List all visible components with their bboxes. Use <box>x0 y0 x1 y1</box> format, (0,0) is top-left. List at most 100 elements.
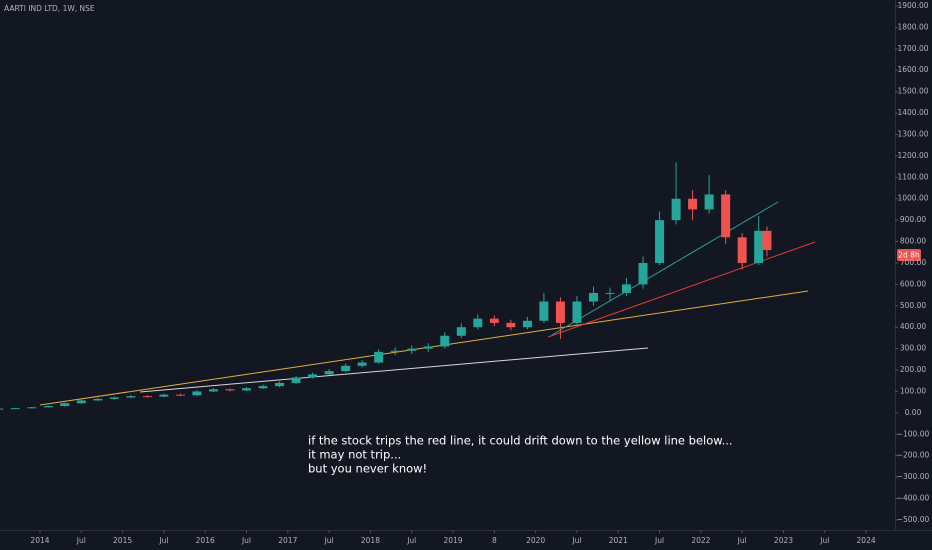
x-tick-label: 2016 <box>196 536 215 545</box>
candle-body <box>638 262 648 285</box>
trendline-white <box>139 347 649 393</box>
candle-body <box>341 365 351 372</box>
y-tick-label: 400.00 <box>900 322 926 331</box>
y-tick-label: 1700.00 <box>897 44 928 53</box>
x-tick-label: Jul <box>571 536 581 545</box>
countdown-box <box>897 249 921 261</box>
annotation: if the stock trips the red line, it coul… <box>308 434 733 448</box>
candle-body <box>572 301 582 323</box>
candle-body <box>192 391 202 396</box>
candle-body <box>308 374 318 378</box>
x-tick-label: Jul <box>241 536 251 545</box>
y-tick-label: −200.00 <box>897 451 930 460</box>
candle-body <box>407 348 417 351</box>
x-tick-label: Jul <box>406 536 416 545</box>
y-tick-label: 1600.00 <box>897 65 928 74</box>
candle-body <box>0 408 4 410</box>
candle-body <box>539 301 549 321</box>
candle-body <box>76 400 86 404</box>
y-tick-label: 1400.00 <box>897 108 928 117</box>
x-tick-label: Jul <box>158 536 168 545</box>
candle-body <box>43 406 53 408</box>
y-tick-label: 1000.00 <box>897 194 928 203</box>
x-tick-label: Jul <box>324 536 334 545</box>
candle-body <box>588 292 598 302</box>
x-tick-label: Jul <box>654 536 664 545</box>
candle-body <box>159 394 169 397</box>
x-tick-label: 2014 <box>30 536 49 545</box>
candle-body <box>605 292 615 294</box>
y-tick-label: 500.00 <box>900 301 926 310</box>
y-tick-label: 700.00 <box>900 258 926 267</box>
y-tick-label: 1300.00 <box>897 129 928 138</box>
candle-body <box>27 407 37 409</box>
candle-body <box>704 194 714 210</box>
countdown-label: 2d 8h <box>898 251 920 260</box>
x-tick-label: 2021 <box>609 536 628 545</box>
y-tick-label: −400.00 <box>897 494 930 503</box>
y-tick-label: 1800.00 <box>897 22 928 31</box>
trendline-red <box>547 241 816 338</box>
x-tick-label: 2017 <box>278 536 297 545</box>
candle-body <box>721 194 731 238</box>
candle-body <box>126 396 136 398</box>
candle-body <box>737 237 747 263</box>
x-tick-label: 2023 <box>774 536 793 545</box>
candle-body <box>522 320 532 328</box>
candle-body <box>671 198 681 221</box>
candle-body <box>291 377 301 383</box>
x-tick-label: 2019 <box>443 536 462 545</box>
candle-body <box>60 403 70 407</box>
candle-body <box>655 220 665 263</box>
y-tick-label: 600.00 <box>900 279 926 288</box>
y-tick-label: −100.00 <box>897 429 930 438</box>
y-tick-label: 200.00 <box>900 365 926 374</box>
candle-body <box>175 394 185 396</box>
y-tick-label: 100.00 <box>900 386 926 395</box>
candle-body <box>754 230 764 263</box>
y-tick-label: −500.00 <box>897 515 930 524</box>
x-tick-label: 2015 <box>113 536 132 545</box>
x-tick-label: 8 <box>492 536 497 545</box>
chart-title: AARTI IND LTD, 1W, NSE <box>4 4 95 13</box>
candle-body <box>324 371 334 375</box>
y-tick-label: 1200.00 <box>897 151 928 160</box>
candle-body <box>374 351 384 363</box>
x-tick-label: Jul <box>737 536 747 545</box>
candle-body <box>489 318 499 323</box>
candle-body <box>622 284 632 293</box>
x-tick-label: Jul <box>819 536 829 545</box>
y-tick-label: 0.00 <box>905 408 922 417</box>
x-tick-label: 2022 <box>691 536 710 545</box>
y-tick-label: 900.00 <box>900 215 926 224</box>
x-tick-label: 2020 <box>526 536 545 545</box>
trendline-teal <box>551 201 779 336</box>
candle-body <box>258 386 268 389</box>
x-tick-label: 2024 <box>857 536 876 545</box>
candle-body <box>456 327 466 336</box>
y-tick-label: −300.00 <box>897 472 930 481</box>
x-tick-label: 2018 <box>361 536 380 545</box>
candle-body <box>357 362 367 366</box>
candle-body <box>142 396 152 398</box>
y-tick-label: 800.00 <box>900 237 926 246</box>
candle-body <box>473 318 483 328</box>
candle-body <box>275 382 285 387</box>
candle-body <box>242 388 252 391</box>
x-tick-label: Jul <box>76 536 86 545</box>
candle-body <box>10 408 20 410</box>
candle-body <box>423 346 433 349</box>
candle-body <box>555 301 565 323</box>
candle-body <box>762 230 772 251</box>
annotation: but you never know! <box>308 462 427 476</box>
annotation: it may not trip... <box>308 448 401 462</box>
candle-body <box>225 389 235 391</box>
y-tick-label: 1100.00 <box>897 172 928 181</box>
y-tick-label: 1500.00 <box>897 87 928 96</box>
candle-body <box>688 198 698 210</box>
y-tick-label: 1900.00 <box>897 1 928 10</box>
y-tick-label: 300.00 <box>900 344 926 353</box>
candle-body <box>109 397 119 399</box>
